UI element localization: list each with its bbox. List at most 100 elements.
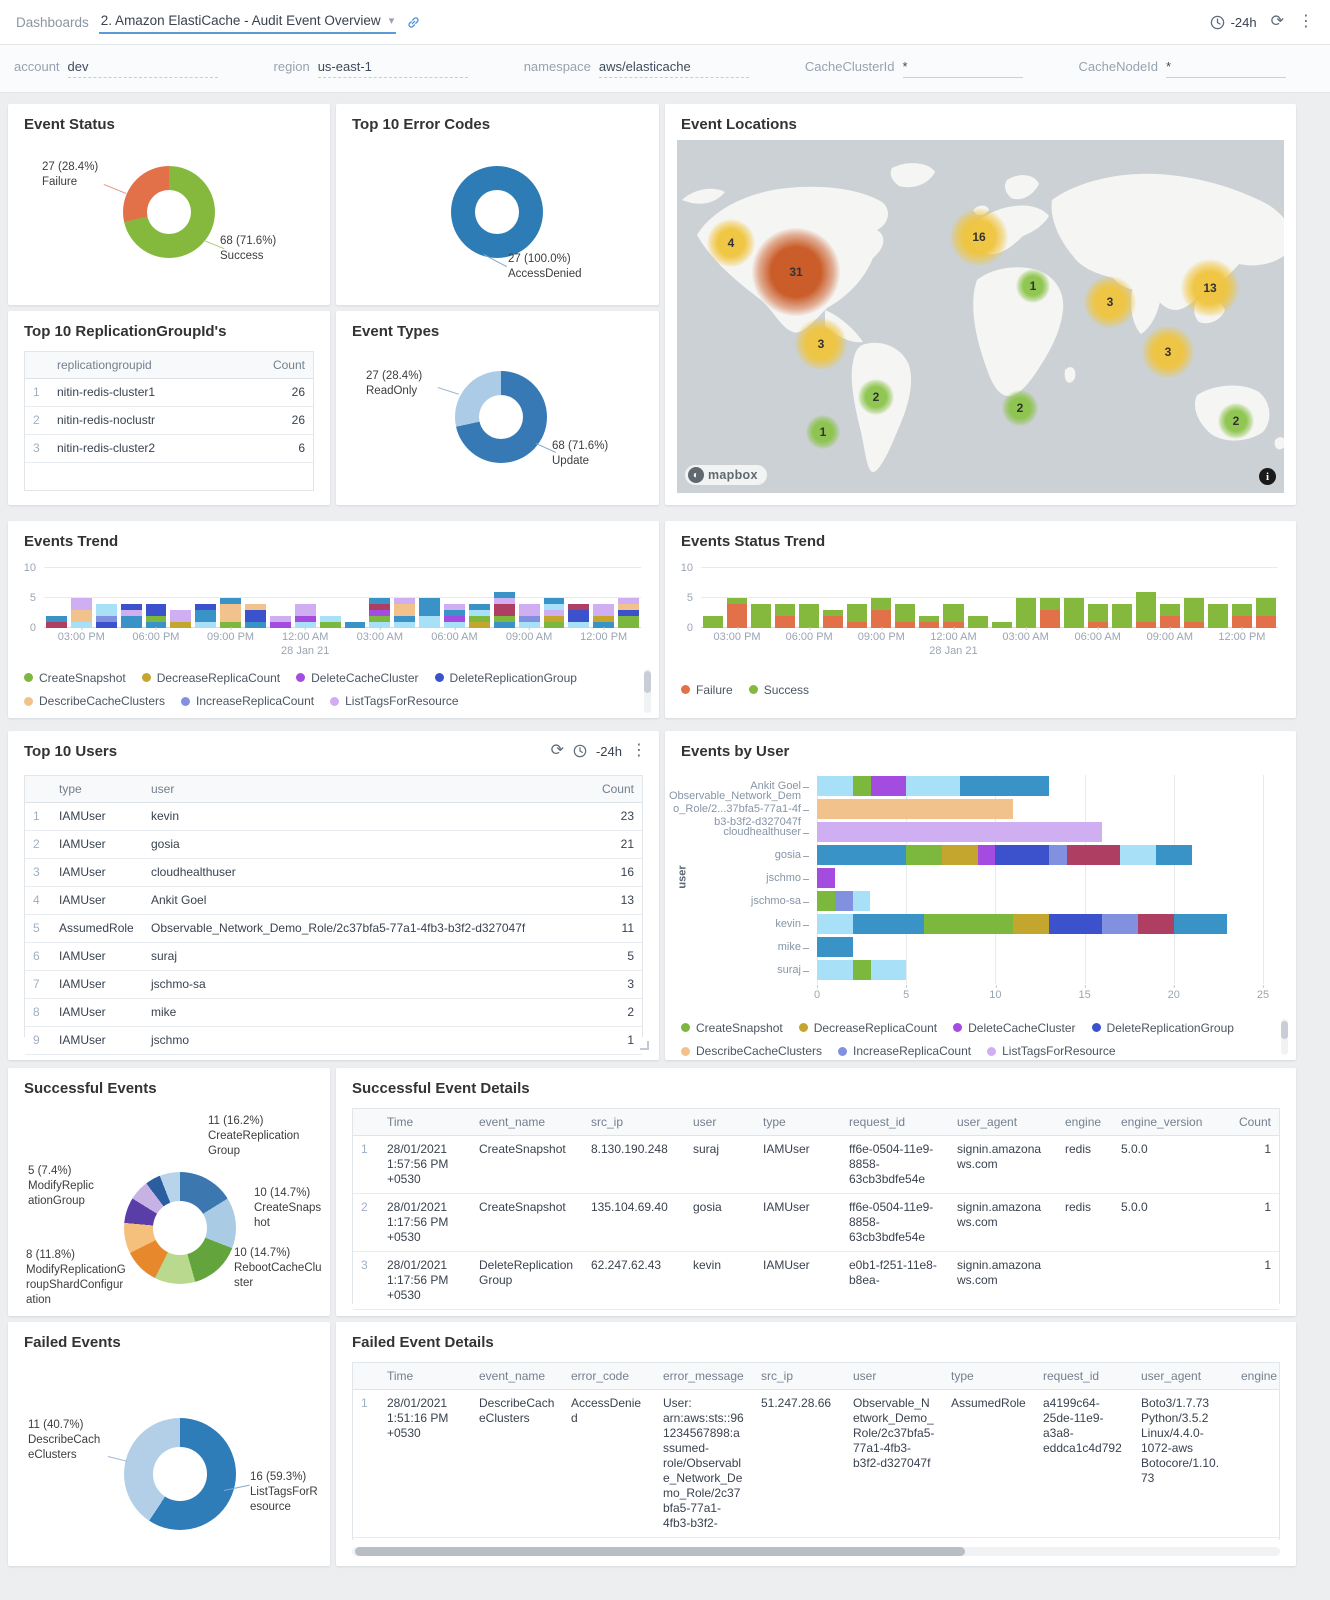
bar-segment[interactable] (369, 616, 391, 622)
map-bubble[interactable]: 4 (707, 219, 755, 267)
time-range-button[interactable]: -24h (1210, 15, 1257, 30)
bar-segment[interactable] (871, 610, 892, 628)
bar-segment[interactable] (543, 598, 565, 604)
bar-segment[interactable] (817, 776, 853, 796)
bar-segment[interactable] (394, 598, 416, 604)
table-row[interactable]: 1 nitin-redis-cluster1 26 (25, 378, 313, 407)
bar-segment[interactable] (70, 598, 92, 610)
legend-item[interactable]: DeleteCacheCluster (953, 1021, 1076, 1035)
bar-segment[interactable] (817, 845, 907, 865)
bar-segment[interactable] (967, 616, 988, 628)
panel-clock-icon[interactable] (573, 744, 587, 758)
bar-segment[interactable] (1183, 622, 1204, 628)
stacked-bar[interactable] (1159, 568, 1180, 628)
legend-item[interactable]: IncreaseReplicaCount (838, 1044, 971, 1058)
bar-segment[interactable] (369, 610, 391, 616)
stacked-bar[interactable] (344, 568, 366, 628)
bar-segment[interactable] (95, 622, 117, 628)
stacked-bar[interactable] (444, 568, 465, 628)
bar-segment[interactable] (817, 822, 1103, 842)
bar-segment[interactable] (959, 776, 1049, 796)
hbar-row[interactable] (817, 845, 1263, 865)
hbar-row[interactable] (817, 960, 1263, 980)
bar-segment[interactable] (1135, 622, 1156, 628)
panel-refresh-icon[interactable]: ⟳ (550, 742, 564, 759)
column-header[interactable]: src_ip (583, 1109, 685, 1136)
bar-segment[interactable] (269, 616, 291, 622)
resize-handle[interactable] (640, 1041, 649, 1050)
stacked-bar[interactable] (1183, 568, 1204, 628)
legend-item[interactable]: DeleteCacheCluster (296, 671, 419, 685)
bar-segment[interactable] (120, 616, 142, 628)
breadcrumb[interactable]: Dashboards (16, 14, 89, 30)
hbar-row[interactable] (817, 799, 1263, 819)
bar-segment[interactable] (895, 604, 916, 622)
bar-segment[interactable] (727, 604, 748, 628)
bar-segment[interactable] (1183, 598, 1204, 622)
stacked-bar[interactable] (1111, 568, 1132, 628)
filter-namespace-input[interactable]: aws/elasticache (598, 59, 749, 78)
column-header[interactable]: event_name (471, 1363, 563, 1390)
hbar-row[interactable] (817, 937, 1263, 957)
stacked-bar[interactable] (847, 568, 868, 628)
legend-item[interactable]: ListTagsForResource (330, 694, 459, 708)
stacked-bar[interactable] (95, 568, 117, 628)
map-bubble[interactable]: 31 (752, 228, 840, 316)
stacked-bar[interactable] (1063, 568, 1084, 628)
bar-segment[interactable] (444, 604, 465, 610)
bar-segment[interactable] (70, 622, 92, 628)
table-row[interactable]: 3 nitin-redis-cluster2 6 (25, 434, 313, 463)
table-row[interactable]: 6 IAMUser suraj 5 (25, 942, 642, 971)
stacked-bar[interactable] (294, 568, 316, 628)
column-header[interactable]: Count (253, 352, 313, 379)
column-header[interactable]: user (143, 776, 572, 803)
bar-segment[interactable] (220, 622, 241, 628)
panel-time-range[interactable]: -24h (595, 743, 622, 759)
bar-segment[interactable] (817, 914, 853, 934)
bar-segment[interactable] (775, 616, 796, 628)
bar-segment[interactable] (1102, 914, 1139, 934)
bar-segment[interactable] (319, 622, 341, 628)
bar-segment[interactable] (817, 937, 853, 957)
bar-segment[interactable] (727, 598, 748, 604)
column-header[interactable]: Time (379, 1363, 471, 1390)
map-bubble[interactable]: 2 (1002, 390, 1038, 426)
world-map[interactable]: 4 31 16 1 13 3 3 3 2 2 2 1 ◐ mapbox i (677, 140, 1284, 493)
stacked-bar[interactable] (1256, 568, 1277, 628)
bar-segment[interactable] (419, 616, 440, 628)
stacked-bar[interactable] (195, 568, 217, 628)
bar-segment[interactable] (543, 616, 565, 622)
map-bubble[interactable]: 2 (858, 379, 894, 415)
bar-segment[interactable] (444, 610, 465, 616)
map-bubble[interactable]: 16 (950, 208, 1008, 266)
stacked-bar[interactable] (245, 568, 266, 628)
bar-segment[interactable] (568, 610, 590, 622)
filter-account-input[interactable]: dev (67, 59, 218, 78)
column-header[interactable]: error_message (655, 1363, 753, 1390)
bar-segment[interactable] (444, 622, 465, 628)
bar-segment[interactable] (751, 604, 772, 628)
legend-item[interactable]: DeleteReplicationGroup (434, 671, 577, 685)
stacked-bar[interactable] (70, 568, 92, 628)
bar-segment[interactable] (70, 610, 92, 622)
bar-segment[interactable] (995, 845, 1049, 865)
bar-segment[interactable] (145, 616, 167, 622)
bar-segment[interactable] (46, 622, 67, 628)
bar-segment[interactable] (568, 604, 590, 610)
table-row[interactable]: 4 IAMUser Ankit Goel 13 (25, 886, 642, 915)
bar-segment[interactable] (870, 776, 907, 796)
kebab-menu-icon[interactable]: ⋮ (1298, 13, 1314, 30)
column-header[interactable]: Count (572, 776, 642, 803)
column-header[interactable]: Count (1215, 1109, 1279, 1136)
bar-segment[interactable] (195, 604, 217, 610)
bar-segment[interactable] (943, 622, 964, 628)
bar-segment[interactable] (799, 604, 820, 628)
bar-segment[interactable] (145, 622, 167, 628)
bar-segment[interactable] (419, 598, 440, 616)
stacked-bar[interactable] (1232, 568, 1253, 628)
stacked-bar[interactable] (991, 568, 1012, 628)
stacked-bar[interactable] (468, 568, 490, 628)
bar-segment[interactable] (493, 622, 515, 628)
table-row[interactable]: 2 IAMUser gosia 21 (25, 830, 642, 859)
bar-segment[interactable] (817, 891, 835, 911)
